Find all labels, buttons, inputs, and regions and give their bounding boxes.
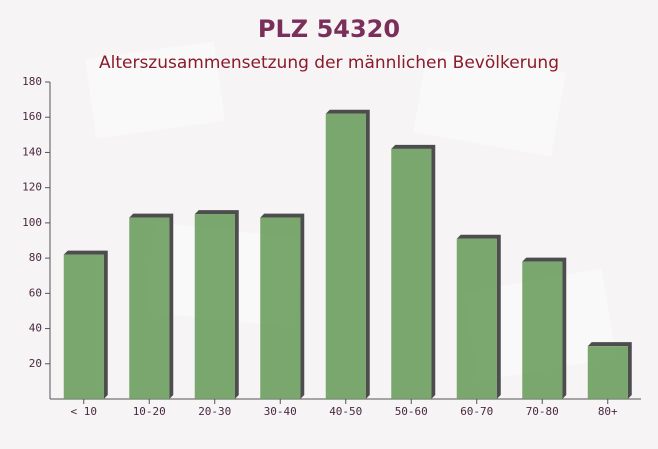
x-tick-label: 50-60 — [395, 405, 428, 418]
y-tick-label: 20 — [29, 357, 42, 370]
y-tick-label: 140 — [22, 145, 42, 158]
y-tick-label: 120 — [22, 181, 42, 194]
y-tick-label: 60 — [29, 286, 42, 299]
bar — [325, 113, 366, 399]
y-tick-label: 80 — [29, 251, 42, 264]
y-tick-label: 180 — [22, 75, 42, 88]
x-tick-label: 30-40 — [264, 405, 297, 418]
y-tick-label: 100 — [22, 216, 42, 229]
bar — [260, 217, 301, 399]
y-tick-label: 160 — [22, 110, 42, 123]
x-tick-label: 20-30 — [198, 405, 231, 418]
bar — [456, 238, 497, 399]
x-tick-label: 70-80 — [526, 405, 559, 418]
bar — [587, 346, 628, 399]
x-tick-label: 60-70 — [460, 405, 493, 418]
x-tick-label: 40-50 — [329, 405, 362, 418]
bar — [194, 214, 235, 399]
bar — [391, 148, 432, 399]
chart-subtitle: Alterszusammensetzung der männlichen Bev… — [99, 53, 559, 73]
x-tick-label: < 10 — [71, 405, 98, 418]
chart-title: PLZ 54320 — [258, 15, 400, 43]
bar — [129, 217, 170, 399]
bar — [63, 254, 104, 399]
y-tick-label: 40 — [29, 322, 42, 335]
x-tick-label: 10-20 — [133, 405, 166, 418]
x-tick-label: 80+ — [598, 405, 618, 418]
bar — [522, 261, 563, 399]
